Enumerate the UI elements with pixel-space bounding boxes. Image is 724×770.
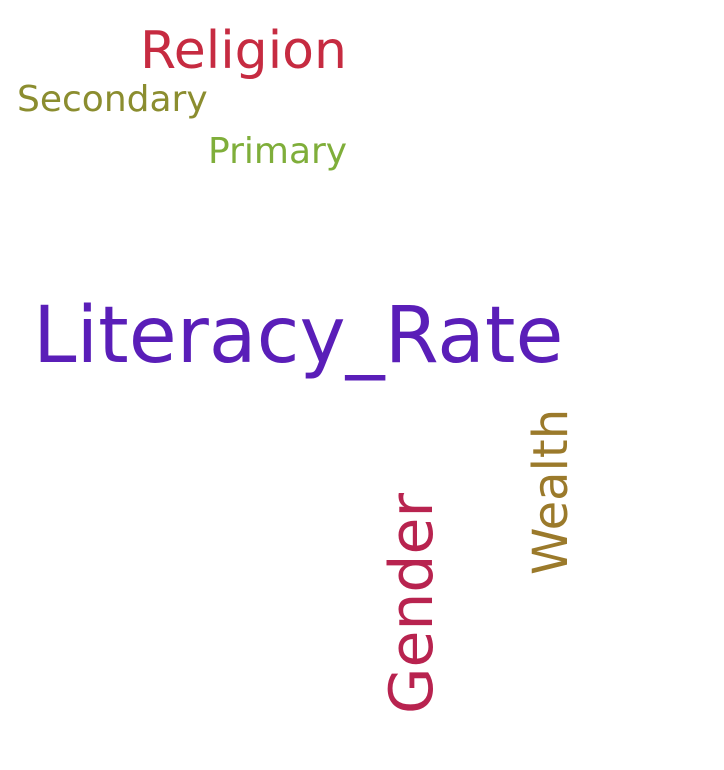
word-literacy-rate: Literacy_Rate [33, 291, 564, 381]
word-primary: Primary [208, 131, 348, 172]
word-secondary: Secondary [17, 79, 208, 120]
word-gender: Gender [377, 492, 447, 714]
word-religion: Religion [140, 21, 347, 81]
word-wealth: Wealth [523, 408, 579, 575]
